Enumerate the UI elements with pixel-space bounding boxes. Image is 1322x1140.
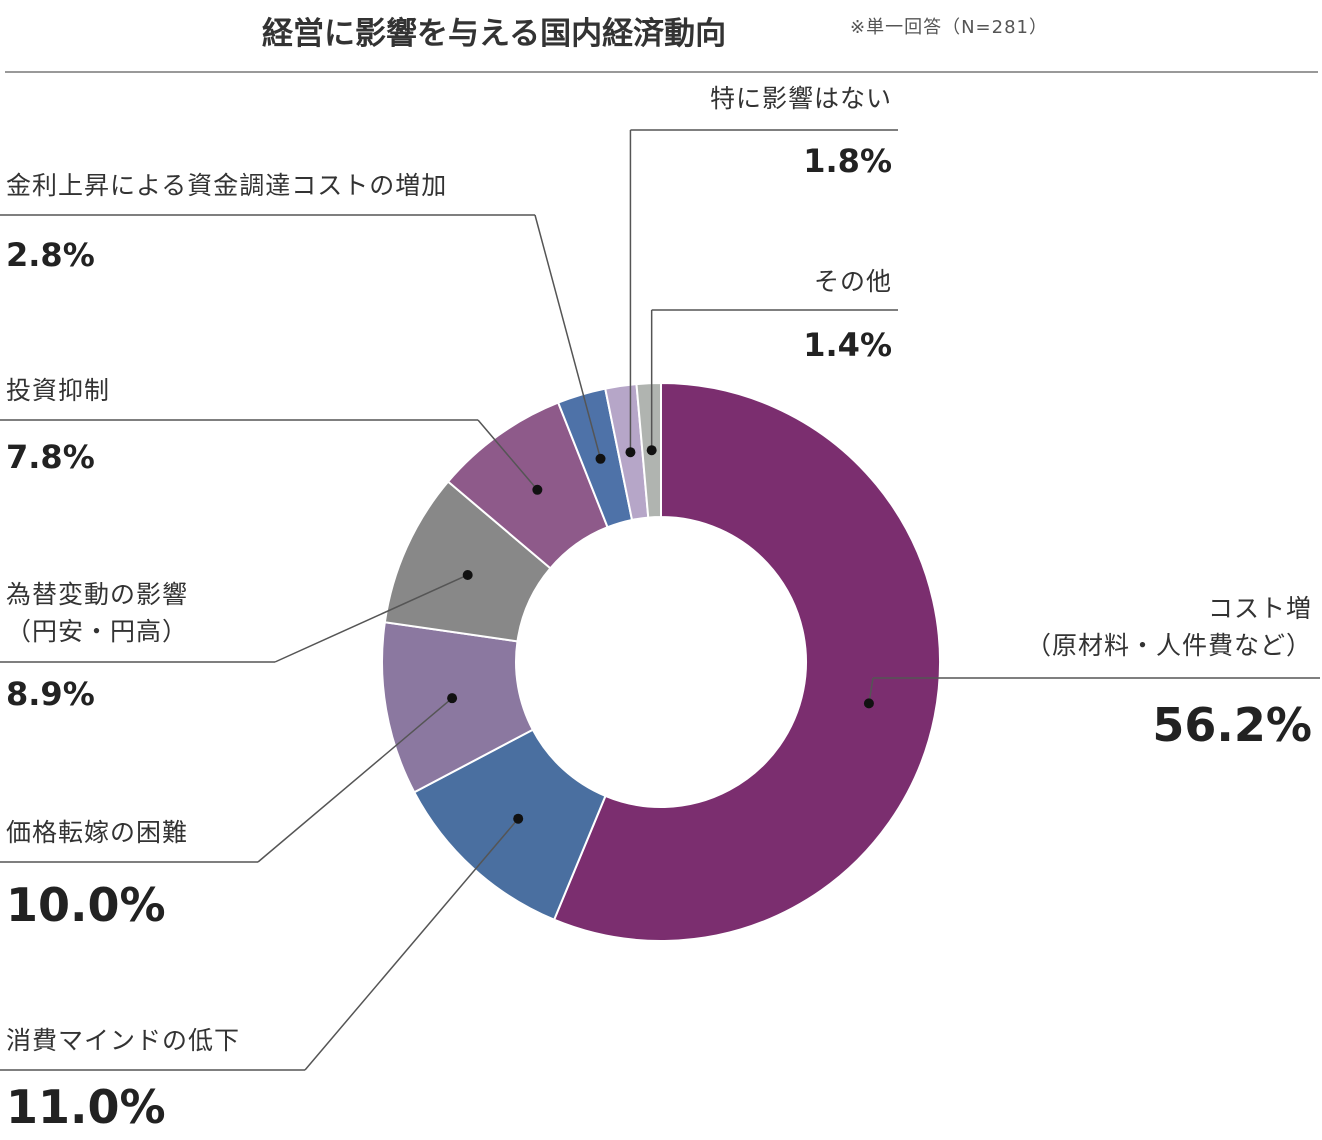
- chart-subtitle: ※単一回答（N=281）: [850, 17, 1048, 38]
- value-label: 11.0%: [6, 1080, 166, 1134]
- category-label: 為替変動の影響 （円安・円高）: [6, 580, 189, 646]
- value-label: 7.8%: [6, 438, 95, 476]
- chart-title: 経営に影響を与える国内経済動向: [262, 16, 727, 52]
- category-label: コスト増 （原材料・人件費など）: [1025, 594, 1312, 660]
- category-label: 金利上昇による資金調達コストの増加: [6, 171, 448, 200]
- leader-dot: [462, 569, 473, 580]
- leader-dot: [646, 445, 657, 456]
- value-label: 1.8%: [803, 142, 892, 180]
- value-label: 10.0%: [6, 878, 166, 932]
- category-label: 投資抑制: [6, 376, 111, 405]
- leader-line: [534, 214, 602, 460]
- category-label: 価格転嫁の困難: [6, 818, 189, 847]
- leader-line: [304, 818, 519, 1071]
- leader-dot: [532, 484, 543, 495]
- leader-line: [274, 574, 468, 663]
- value-label: 56.2%: [1152, 698, 1312, 752]
- value-label: 8.9%: [6, 675, 95, 713]
- category-label: 消費マインドの低下: [6, 1026, 241, 1055]
- value-label: 1.4%: [803, 326, 892, 364]
- value-label: 2.8%: [6, 236, 95, 274]
- leader-dot: [625, 447, 636, 458]
- leader-line: [477, 419, 538, 491]
- leader-dot: [863, 698, 874, 709]
- leader-dot: [513, 813, 524, 824]
- leader-line: [257, 697, 453, 863]
- leader-dot: [447, 693, 458, 704]
- leader-dot: [595, 453, 606, 464]
- category-label: その他: [813, 267, 892, 296]
- category-label: 特に影響はない: [709, 84, 892, 113]
- donut-segment: [552, 381, 941, 942]
